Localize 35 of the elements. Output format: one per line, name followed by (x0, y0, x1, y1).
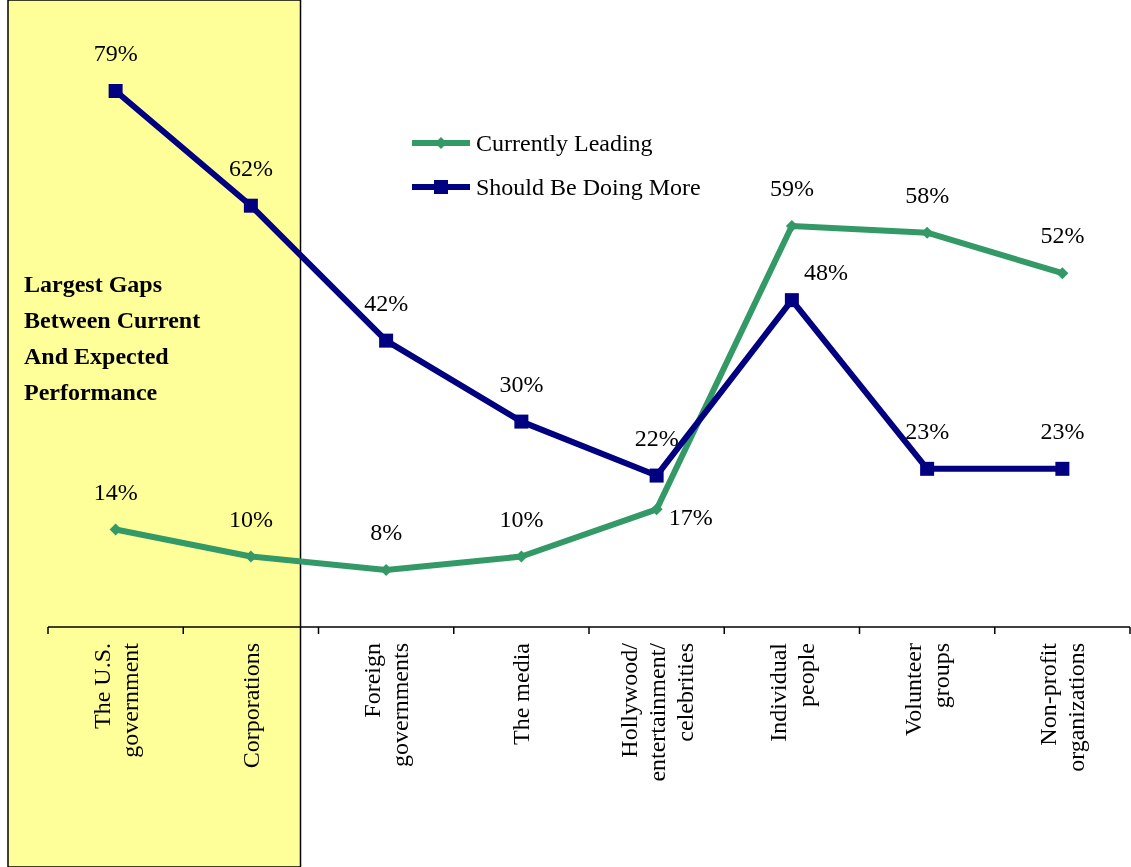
x-tick-label: Hollywood/ entertainment/ celebrities (615, 642, 698, 782)
data-label: 79% (93, 40, 138, 66)
data-label: 17% (668, 504, 713, 531)
point (920, 461, 935, 476)
data-label: 62% (228, 154, 273, 181)
data-label: 52% (1040, 222, 1085, 249)
x-tick-label: Individual people (764, 642, 819, 742)
data-label: 10% (228, 505, 273, 532)
x-tick-label: Volunteer groups (900, 643, 955, 736)
point (1055, 461, 1070, 476)
data-label: 23% (1040, 417, 1085, 444)
legend-label: Should Be Doing More (476, 174, 701, 200)
point (1056, 267, 1069, 280)
data-label: 42% (364, 289, 409, 316)
data-label: 59% (769, 174, 814, 201)
data-label: 22% (634, 424, 679, 451)
x-tick-label: The media (508, 642, 535, 745)
data-label: 8% (370, 519, 403, 546)
point (379, 333, 394, 348)
point (649, 468, 664, 483)
x-tick-label: Corporations (237, 643, 264, 769)
x-tick-label: Foreign governments (359, 643, 414, 767)
data-label: 48% (803, 259, 848, 286)
data-label: 23% (905, 417, 950, 444)
point (784, 293, 799, 308)
point (514, 414, 529, 429)
point (243, 198, 258, 213)
data-label: 10% (499, 505, 544, 532)
x-tick-label: The U.S. government (88, 642, 143, 758)
point (108, 84, 123, 98)
legend-label: Currently Leading (476, 130, 653, 156)
data-label: 14% (93, 478, 138, 505)
band-label: Largest Gaps Between Current And Expected Performance (24, 271, 201, 405)
data-label: 58% (905, 181, 950, 208)
data-label: 30% (499, 370, 544, 397)
